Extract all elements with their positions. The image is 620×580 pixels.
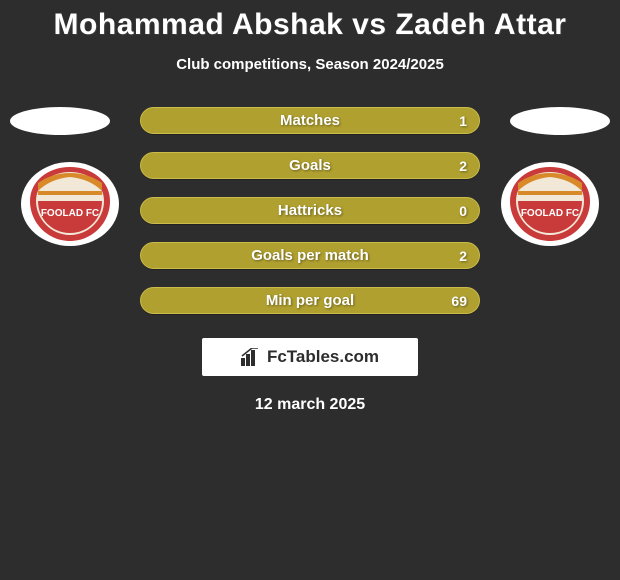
stat-bar-hattricks: Hattricks 0 xyxy=(140,197,480,224)
foolad-crest-icon: FOOLAD FC xyxy=(500,161,600,247)
infographic-container: Mohammad Abshak vs Zadeh Attar Club comp… xyxy=(0,0,620,580)
stat-label: Matches xyxy=(280,112,340,129)
content-row: FOOLAD FC FOOLAD FC Matches 1 Go xyxy=(0,107,620,314)
page-title: Mohammad Abshak vs Zadeh Attar xyxy=(0,0,620,42)
stat-value-right: 1 xyxy=(459,113,467,129)
stat-bar-matches: Matches 1 xyxy=(140,107,480,134)
player-placeholder-right xyxy=(510,107,610,135)
foolad-crest-icon: FOOLAD FC xyxy=(20,161,120,247)
club-name-left: FOOLAD FC xyxy=(41,208,99,219)
stat-label: Goals xyxy=(289,157,331,174)
subtitle: Club competitions, Season 2024/2025 xyxy=(0,56,620,73)
stat-bar-min-per-goal: Min per goal 69 xyxy=(140,287,480,314)
stat-bar-goals-per-match: Goals per match 2 xyxy=(140,242,480,269)
stat-value-right: 0 xyxy=(459,203,467,219)
date-label: 12 march 2025 xyxy=(0,396,620,414)
club-badge-left: FOOLAD FC xyxy=(20,161,120,247)
stat-bar-goals: Goals 2 xyxy=(140,152,480,179)
stat-label: Hattricks xyxy=(278,202,342,219)
stat-label: Goals per match xyxy=(251,247,369,264)
stat-value-right: 69 xyxy=(451,293,467,309)
stat-value-right: 2 xyxy=(459,158,467,174)
club-badge-right: FOOLAD FC xyxy=(500,161,600,247)
player-placeholder-left xyxy=(10,107,110,135)
bar-chart-icon xyxy=(241,348,261,366)
stat-bars: Matches 1 Goals 2 Hattricks 0 Goals per … xyxy=(140,107,480,314)
club-name-right: FOOLAD FC xyxy=(521,208,579,219)
stat-value-right: 2 xyxy=(459,248,467,264)
branding-badge[interactable]: FcTables.com xyxy=(202,338,418,376)
branding-text: FcTables.com xyxy=(267,347,379,367)
stat-label: Min per goal xyxy=(266,292,354,309)
